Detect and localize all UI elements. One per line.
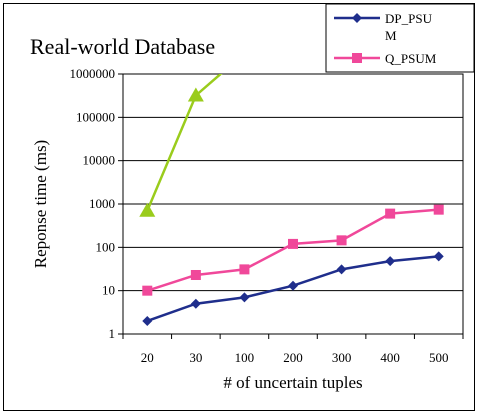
x-tick-label-300: 300 [332, 350, 352, 365]
diamond-marker [142, 315, 153, 326]
square-marker [433, 204, 444, 215]
x-tick-label-30: 30 [189, 350, 202, 365]
series-dp_psum [142, 251, 444, 326]
x-axis-ticks: 20 30 100 200 300 400 500 [122, 334, 464, 365]
y-tick-label-100000: 100000 [76, 109, 115, 124]
y-tick-label-10: 10 [102, 283, 115, 298]
legend-entry-dp_psum: DP_PSU M [334, 11, 433, 43]
triangle-marker [139, 202, 156, 217]
legend-label: Q_PSUM [385, 51, 437, 66]
diamond-marker [288, 280, 298, 291]
y-axis-title: Reponse time (ms) [31, 140, 50, 268]
x-tick-label-200: 200 [283, 350, 303, 365]
diamond-marker [385, 256, 396, 267]
legend-label: M [385, 28, 397, 43]
series-unlabeled-2 [139, 74, 223, 217]
square-marker [190, 269, 201, 280]
diamond-marker [190, 298, 201, 309]
legend-diamond-marker [352, 13, 362, 23]
series-q_psum [142, 204, 444, 296]
legend-label: DP_PSU [385, 11, 433, 26]
legend-box [325, 3, 475, 73]
y-tick-label-100: 100 [96, 239, 116, 254]
legend-entry-q_psum: Q_PSUM [334, 51, 437, 66]
y-tick-label-10000: 10000 [83, 153, 116, 168]
y-tick-label-1000000: 1000000 [70, 66, 116, 81]
square-marker [142, 285, 153, 296]
y-axis-ticks: 1 10 100 1000 10000 100000 1000000 [70, 66, 123, 341]
diamond-marker [336, 264, 347, 275]
square-marker [288, 238, 298, 249]
x-tick-label-500: 500 [429, 350, 449, 365]
legend: DP_PSU M Q_PSUM [325, 3, 475, 73]
square-marker [239, 264, 250, 275]
diamond-marker [433, 251, 444, 262]
diamond-marker [239, 292, 250, 303]
x-tick-label-400: 400 [380, 350, 400, 365]
y-tick-label-1: 1 [109, 326, 116, 341]
y-tick-label-1000: 1000 [89, 196, 115, 211]
square-marker [385, 208, 396, 219]
series-layer [139, 74, 444, 326]
x-tick-label-100: 100 [235, 350, 255, 365]
chart-title: Real-world Database [30, 34, 215, 59]
triangle-marker [187, 87, 204, 102]
square-marker [336, 235, 347, 246]
legend-square-marker [352, 53, 362, 63]
x-axis-title: # of uncertain tuples [223, 373, 362, 392]
x-tick-label-20: 20 [141, 350, 154, 365]
